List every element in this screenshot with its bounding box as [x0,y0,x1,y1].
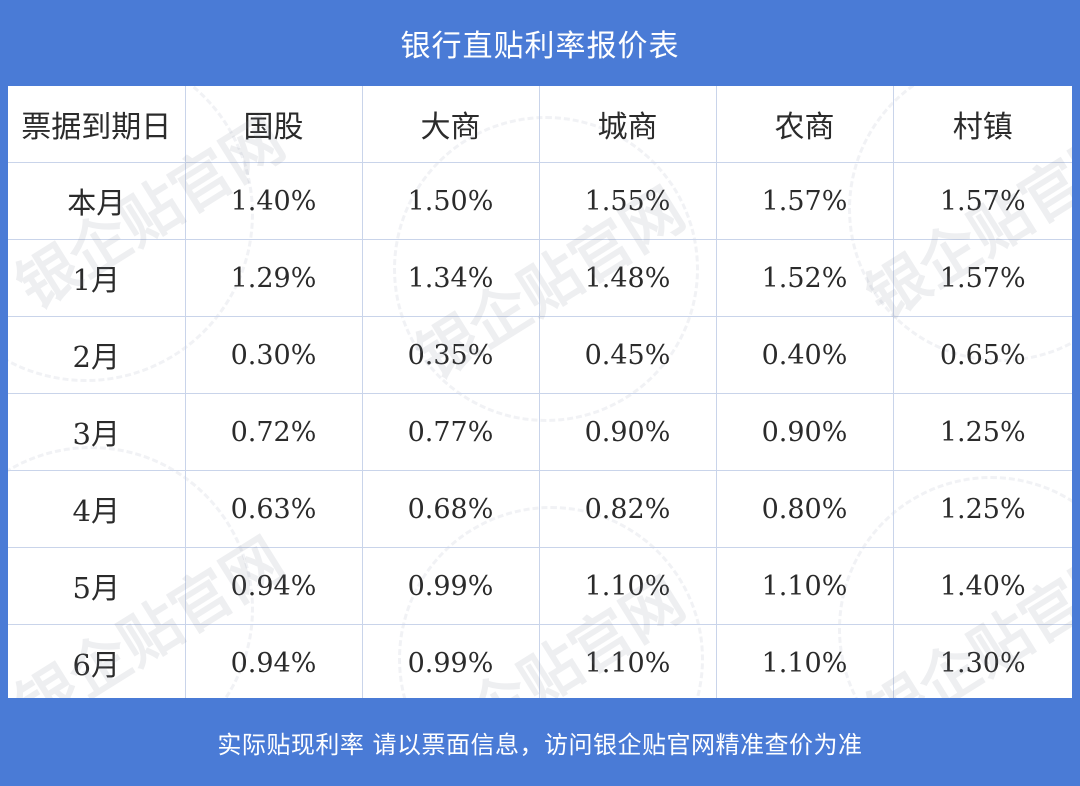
row-label: 6月 [8,624,186,698]
rate-cell: 0.65% [892,316,1072,394]
table-header-row: 票据到期日 国股 大商 城商 农商 村镇 [8,86,1072,163]
rate-cell: 0.72% [184,393,363,471]
page-title: 银行直贴利率报价表 [400,29,680,64]
rate-table-area: 票据到期日 国股 大商 城商 农商 村镇 本月 1.40% 1.50% 1.55… [8,86,1072,698]
header-large-commercial: 大商 [361,86,540,163]
rate-cell: 0.30% [184,316,363,394]
header-rural-commercial: 农商 [715,86,894,163]
rate-cell: 0.68% [361,470,540,548]
row-label: 5月 [8,547,186,625]
footer-note: 实际贴现利率 请以票面信息，访问银企贴官网精准查价为准 [217,730,863,759]
rate-cell: 1.10% [715,624,894,698]
rate-cell: 0.45% [538,316,717,394]
table-row: 1月 1.29% 1.34% 1.48% 1.52% 1.57% [8,239,1072,317]
rate-cell: 1.57% [892,239,1072,317]
row-label: 3月 [8,393,186,471]
rate-cell: 0.90% [715,393,894,471]
rate-cell: 0.40% [715,316,894,394]
rate-cell: 0.99% [361,547,540,625]
rate-cell: 1.57% [892,162,1072,240]
rate-cell: 0.99% [361,624,540,698]
row-label: 1月 [8,239,186,317]
header-city-commercial: 城商 [538,86,717,163]
header-state-owned: 国股 [184,86,363,163]
table-row: 5月 0.94% 0.99% 1.10% 1.10% 1.40% [8,547,1072,625]
row-label: 本月 [8,162,186,240]
table-row: 本月 1.40% 1.50% 1.55% 1.57% 1.57% [8,162,1072,240]
rate-cell: 0.94% [184,547,363,625]
table-row: 4月 0.63% 0.68% 0.82% 0.80% 1.25% [8,470,1072,548]
rate-cell: 0.77% [361,393,540,471]
rate-cell: 1.50% [361,162,540,240]
rate-cell: 1.30% [892,624,1072,698]
rate-cell: 0.90% [538,393,717,471]
rate-cell: 1.52% [715,239,894,317]
rate-cell: 1.57% [715,162,894,240]
rate-cell: 0.63% [184,470,363,548]
rate-cell: 1.48% [538,239,717,317]
rate-cell: 1.55% [538,162,717,240]
rate-cell: 1.10% [538,624,717,698]
rate-cell: 1.25% [892,470,1072,548]
rate-cell: 1.29% [184,239,363,317]
rate-cell: 0.82% [538,470,717,548]
table-row: 3月 0.72% 0.77% 0.90% 0.90% 1.25% [8,393,1072,471]
rate-cell: 0.94% [184,624,363,698]
rate-cell: 1.40% [184,162,363,240]
rate-cell: 1.10% [715,547,894,625]
header-village-bank: 村镇 [892,86,1072,163]
rate-cell: 0.80% [715,470,894,548]
rate-cell: 1.40% [892,547,1072,625]
rate-cell: 1.25% [892,393,1072,471]
rate-cell: 0.35% [361,316,540,394]
rate-table: 票据到期日 国股 大商 城商 农商 村镇 本月 1.40% 1.50% 1.55… [8,86,1072,698]
table-row: 6月 0.94% 0.99% 1.10% 1.10% 1.30% [8,624,1072,698]
header-maturity: 票据到期日 [8,86,186,163]
rate-cell: 1.34% [361,239,540,317]
table-row: 2月 0.30% 0.35% 0.45% 0.40% 0.65% [8,316,1072,394]
rate-cell: 1.10% [538,547,717,625]
row-label: 4月 [8,470,186,548]
row-label: 2月 [8,316,186,394]
